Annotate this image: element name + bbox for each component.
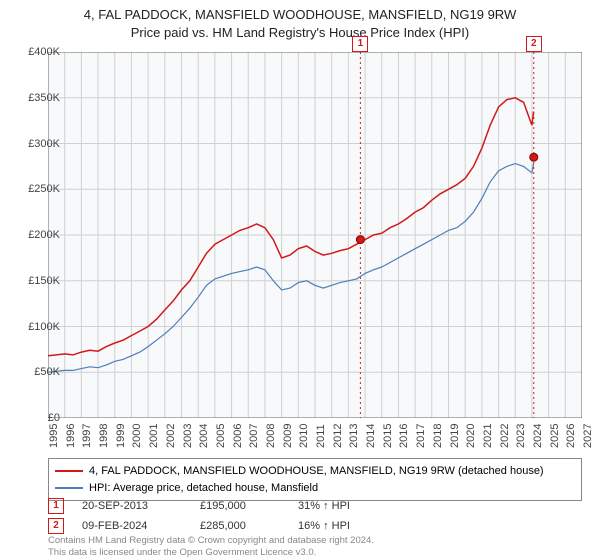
legend-swatch bbox=[55, 470, 83, 472]
x-tick-label: 2002 bbox=[165, 424, 177, 448]
sale-price: £195,000 bbox=[200, 500, 280, 512]
x-tick-label: 2006 bbox=[232, 424, 244, 448]
sale-marker-cell: 2 bbox=[48, 518, 64, 534]
x-tick-label: 2001 bbox=[148, 424, 160, 448]
chart-svg bbox=[48, 52, 582, 418]
sale-price: £285,000 bbox=[200, 520, 280, 532]
x-tick-label: 2014 bbox=[365, 424, 377, 448]
x-tick-label: 2020 bbox=[465, 424, 477, 448]
x-tick-label: 1997 bbox=[81, 424, 93, 448]
legend-item: 4, FAL PADDOCK, MANSFIELD WOODHOUSE, MAN… bbox=[55, 463, 575, 480]
x-tick-label: 2003 bbox=[182, 424, 194, 448]
chart-area: 1995199619971998199920002001200220032004… bbox=[48, 52, 582, 418]
y-tick-label: £100K bbox=[20, 321, 60, 333]
x-tick-label: 1998 bbox=[98, 424, 110, 448]
x-tick-label: 2007 bbox=[248, 424, 260, 448]
footer-line-2: This data is licensed under the Open Gov… bbox=[48, 547, 374, 558]
y-tick-label: £150K bbox=[20, 275, 60, 287]
title-line-1: 4, FAL PADDOCK, MANSFIELD WOODHOUSE, MAN… bbox=[0, 6, 600, 24]
x-tick-label: 1999 bbox=[115, 424, 127, 448]
sale-marker-badge: 1 bbox=[352, 36, 368, 52]
sale-marker-cell: 1 bbox=[48, 498, 64, 514]
x-tick-label: 2023 bbox=[515, 424, 527, 448]
y-tick-label: £0 bbox=[20, 412, 60, 424]
legend-label: 4, FAL PADDOCK, MANSFIELD WOODHOUSE, MAN… bbox=[89, 463, 544, 480]
x-tick-label: 2022 bbox=[499, 424, 511, 448]
x-tick-label: 2025 bbox=[549, 424, 561, 448]
sale-row: 2 09-FEB-2024 £285,000 16% ↑ HPI bbox=[48, 518, 398, 534]
sale-date: 20-SEP-2013 bbox=[82, 500, 182, 512]
y-tick-label: £250K bbox=[20, 183, 60, 195]
y-tick-label: £200K bbox=[20, 229, 60, 241]
legend-label: HPI: Average price, detached house, Mans… bbox=[89, 480, 318, 497]
legend-item: HPI: Average price, detached house, Mans… bbox=[55, 480, 575, 497]
chart-container: 4, FAL PADDOCK, MANSFIELD WOODHOUSE, MAN… bbox=[0, 0, 600, 560]
x-tick-label: 2021 bbox=[482, 424, 494, 448]
x-tick-label: 2009 bbox=[282, 424, 294, 448]
x-tick-label: 2019 bbox=[449, 424, 461, 448]
sales-table: 1 20-SEP-2013 £195,000 31% ↑ HPI 2 09-FEB-202… bbox=[48, 498, 398, 538]
x-tick-label: 1996 bbox=[65, 424, 77, 448]
sale-vs-hpi: 31% ↑ HPI bbox=[298, 500, 398, 512]
y-tick-label: £400K bbox=[20, 46, 60, 58]
x-tick-label: 2010 bbox=[298, 424, 310, 448]
title-block: 4, FAL PADDOCK, MANSFIELD WOODHOUSE, MAN… bbox=[0, 0, 600, 41]
x-tick-label: 2027 bbox=[582, 424, 594, 448]
sale-date: 09-FEB-2024 bbox=[82, 520, 182, 532]
x-tick-label: 2018 bbox=[432, 424, 444, 448]
x-tick-label: 2016 bbox=[398, 424, 410, 448]
y-tick-label: £300K bbox=[20, 138, 60, 150]
x-tick-label: 2012 bbox=[332, 424, 344, 448]
footer-attribution: Contains HM Land Registry data © Crown c… bbox=[48, 535, 374, 558]
sale-row: 1 20-SEP-2013 £195,000 31% ↑ HPI bbox=[48, 498, 398, 514]
legend-swatch bbox=[55, 487, 83, 489]
x-tick-label: 2004 bbox=[198, 424, 210, 448]
x-tick-label: 2017 bbox=[415, 424, 427, 448]
title-line-2: Price paid vs. HM Land Registry's House … bbox=[0, 24, 600, 42]
y-tick-label: £350K bbox=[20, 92, 60, 104]
y-tick-label: £50K bbox=[20, 366, 60, 378]
x-tick-label: 2008 bbox=[265, 424, 277, 448]
x-tick-label: 2013 bbox=[348, 424, 360, 448]
x-tick-label: 2015 bbox=[382, 424, 394, 448]
x-tick-label: 2011 bbox=[315, 424, 327, 448]
legend-box: 4, FAL PADDOCK, MANSFIELD WOODHOUSE, MAN… bbox=[48, 458, 582, 501]
sale-vs-hpi: 16% ↑ HPI bbox=[298, 520, 398, 532]
x-tick-label: 2005 bbox=[215, 424, 227, 448]
x-tick-label: 2000 bbox=[131, 424, 143, 448]
x-tick-label: 1995 bbox=[48, 424, 60, 448]
x-tick-label: 2024 bbox=[532, 424, 544, 448]
footer-line-1: Contains HM Land Registry data © Crown c… bbox=[48, 535, 374, 546]
x-tick-label: 2026 bbox=[565, 424, 577, 448]
sale-marker-badge: 2 bbox=[526, 36, 542, 52]
